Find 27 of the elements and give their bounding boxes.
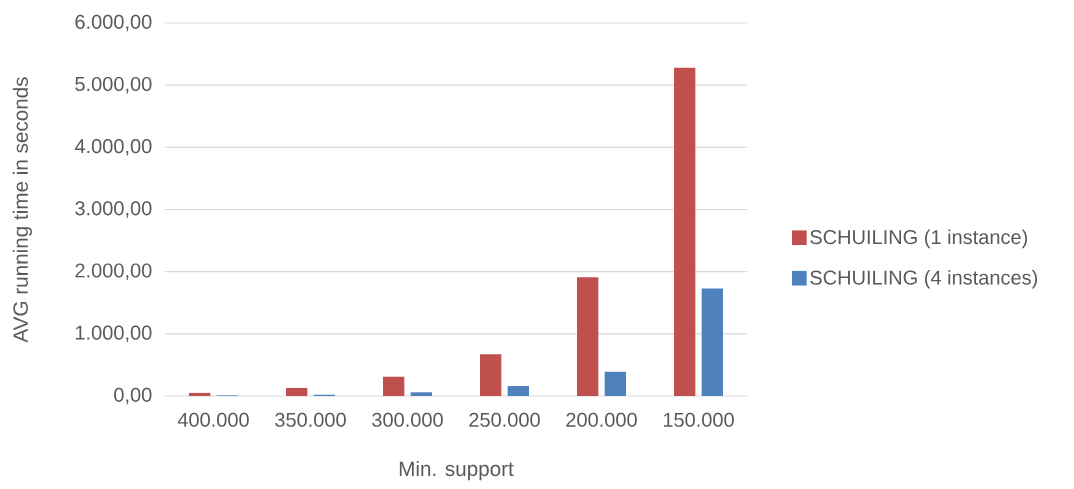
bar — [383, 376, 405, 396]
bar — [604, 371, 626, 396]
legend-label: SCHUILING (4 instances) — [810, 269, 1038, 289]
x-tick-label: 400.000 — [177, 412, 249, 427]
x-tick-label: 200.000 — [566, 412, 637, 427]
x-tick-label: 300.000 — [372, 412, 443, 427]
y-axis-title: AVG running time in seconds — [12, 77, 33, 343]
bar — [577, 277, 599, 396]
y-tick-label: 5.000,00 — [75, 76, 152, 94]
bar — [507, 386, 529, 396]
bar — [189, 392, 211, 396]
y-tick-label: 1.000,00 — [75, 325, 152, 343]
bar — [674, 67, 696, 396]
x-tick-label: 350.000 — [275, 412, 346, 427]
legend-label: SCHUILING (1 instance) — [810, 229, 1028, 249]
y-tick-label: 0,00 — [114, 387, 152, 405]
bar — [286, 387, 308, 396]
x-axis-title: Min. support — [399, 460, 514, 481]
y-tick-label: 4.000,00 — [74, 139, 152, 156]
bar — [410, 392, 432, 396]
bar — [480, 354, 502, 396]
x-tick-label: 250.000 — [469, 412, 540, 427]
y-tick-label: 3.000,00 — [75, 201, 152, 218]
x-tick-label: 150.000 — [663, 412, 734, 427]
bar — [701, 288, 723, 396]
y-tick-label: 6.000,00 — [75, 14, 152, 32]
y-tick-label: 2.000,00 — [75, 263, 152, 280]
